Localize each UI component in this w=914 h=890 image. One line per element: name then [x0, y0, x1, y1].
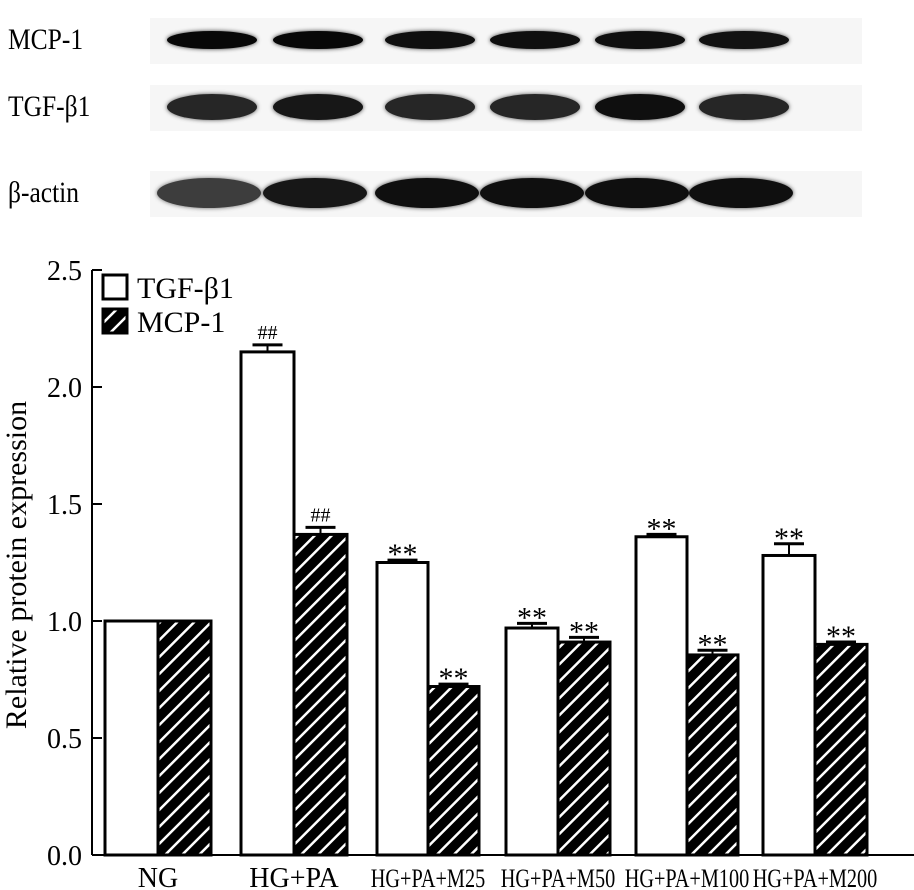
legend-swatch [101, 307, 129, 335]
blot-band [167, 94, 257, 120]
significance-marker: ** [774, 522, 804, 555]
significance-marker: ** [826, 620, 856, 653]
x-tick-label: HG+PA+M200 [753, 865, 878, 890]
x-tick-label: HG+PA+M100 [625, 865, 750, 890]
significance-marker: ** [698, 628, 728, 661]
x-tick-label: NG [138, 863, 178, 890]
legend-label: TGF-β1 [137, 272, 234, 305]
bar-mcp-1 [556, 640, 612, 857]
y-tick-label: 0.5 [47, 724, 82, 755]
bar-mcp-1 [292, 532, 349, 857]
blot-band [263, 178, 367, 208]
bar-mcp-1 [426, 685, 481, 857]
bar-tgf-b1 [103, 619, 160, 857]
bar-mcp-1 [685, 653, 740, 857]
significance-marker: ** [647, 512, 677, 545]
blot-band [480, 178, 584, 208]
blot-band [595, 31, 685, 49]
blot-band [385, 94, 475, 120]
blot-band [167, 31, 257, 49]
significance-marker: ** [388, 538, 418, 571]
bar-tgf-b1 [239, 350, 296, 857]
x-tick-label: HG+PA+M25 [371, 865, 485, 890]
blot-band [157, 178, 261, 208]
blot-band [385, 31, 475, 49]
bar-tgf-b1 [504, 626, 560, 857]
bar-mcp-1 [813, 642, 869, 857]
blot-band [273, 94, 363, 120]
significance-marker: ## [311, 504, 331, 526]
blot-band [595, 94, 685, 120]
bar-tgf-b1 [634, 535, 689, 857]
y-tick-label: 1.0 [47, 607, 82, 638]
legend-label: MCP-1 [137, 306, 225, 339]
blot-band [689, 178, 793, 208]
y-tick-label: 2.0 [47, 373, 82, 404]
bar-mcp-1 [156, 619, 213, 857]
blot-band [273, 31, 363, 49]
blot-band [699, 31, 789, 49]
blot-band [585, 178, 689, 208]
axes: 0.0 0.5 1.0 1.5 2.0 2.5 Relative protein expre… [0, 256, 914, 872]
significance-marker: ** [517, 601, 547, 634]
y-tick-label: 2.5 [47, 256, 82, 287]
y-tick-label: 1.5 [47, 490, 82, 521]
significance-marker: ** [569, 615, 599, 648]
blot-row-label: β-actin [8, 176, 80, 209]
blot-band [375, 178, 479, 208]
x-tick-label: HG+PA [249, 863, 339, 890]
x-tick-label: HG+PA+M50 [501, 865, 615, 890]
y-axis-label: Relative protein expression [0, 401, 33, 729]
bar-tgf-b1 [375, 561, 430, 857]
blot-row-label: MCP-1 [8, 23, 84, 56]
blot-band [699, 94, 789, 120]
legend-swatch [101, 273, 129, 301]
blot-row-label: TGF-β1 [8, 90, 91, 123]
bars: NG ## ## HG+PA ** ** HG+PA+M25 ** ** HG+PA+M50 ** *… [103, 322, 878, 890]
significance-marker: ** [439, 662, 469, 695]
significance-marker: ## [258, 322, 278, 344]
blot-band [490, 94, 580, 120]
blot-band [490, 31, 580, 49]
y-tick-label: 0.0 [47, 841, 82, 872]
bar-tgf-b1 [761, 553, 817, 857]
